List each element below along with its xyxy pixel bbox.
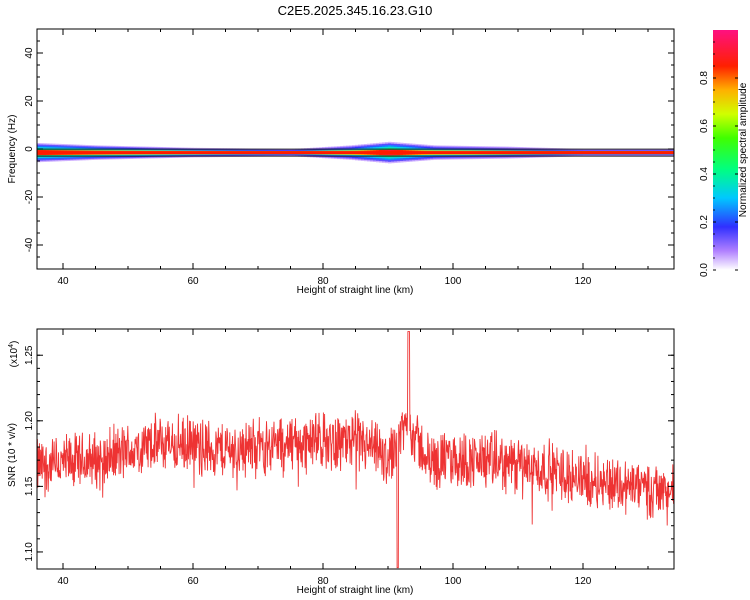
y-tick-label: 1.10	[24, 542, 35, 562]
spectrogram-panel: 40 60 80 100 120 40 20 0 -20 -40 Height of straig…	[7, 28, 675, 296]
band-core	[37, 151, 674, 155]
x-tick-label: 80	[317, 576, 329, 587]
x-tick-label: 60	[187, 276, 199, 287]
y-tick-label: 0	[24, 146, 35, 152]
x-tick-label: 100	[445, 276, 462, 287]
y-tick-label: -40	[24, 237, 35, 252]
spectrogram-xlabel: Height of straight line (km)	[297, 285, 414, 296]
colorbar-tick-label: 0.4	[699, 167, 710, 181]
x-tick-label: 120	[575, 276, 592, 287]
snr-ylabel: SNR (10 * v/v)	[7, 423, 18, 487]
colorbar-gradient	[713, 30, 738, 270]
snr-ticks: 40 60 80 100 120 1.25 1.20 1.15 1.10	[24, 329, 674, 587]
y-tick-label: 1.15	[24, 476, 35, 496]
x-tick-label: 40	[57, 276, 69, 287]
x-tick-label: 60	[187, 576, 199, 587]
spectrogram-ylabel: Frequency (Hz)	[7, 115, 18, 184]
y-tick-label: 1.20	[24, 411, 35, 431]
colorbar-label: Normalized spectral amplitude	[738, 82, 749, 217]
svg-text:(x104): (x104)	[8, 341, 20, 368]
spectrogram-frame	[36, 28, 675, 270]
y-tick-label: 40	[24, 47, 35, 59]
y-tick-label: 20	[24, 95, 35, 107]
x-tick-label: 80	[317, 276, 329, 287]
snr-panel: 40 60 80 100 120 1.25 1.20 1.15 1.10 Height of s…	[7, 328, 675, 596]
y-tick-label: -20	[24, 189, 35, 204]
y-tick-label: 1.25	[24, 345, 35, 365]
x-tick-label: 40	[57, 576, 69, 587]
spectrogram-ticks: 40 60 80 100 120 40 20 0 -20 -40	[24, 28, 674, 287]
snr-series-line	[37, 331, 674, 569]
colorbar-tick-label: 0.2	[699, 215, 710, 229]
colorbar-tick-label: 0.6	[699, 119, 710, 133]
snr-xlabel: Height of straight line (km)	[297, 585, 414, 596]
snr-frame	[36, 328, 675, 570]
spectral-band	[37, 141, 674, 164]
colorbar-tick-label: 0.8	[699, 71, 710, 85]
x-tick-label: 100	[445, 576, 462, 587]
snr-multiplier: (x104)	[8, 341, 20, 368]
colorbar-ticks: 0.0 0.2 0.4 0.6 0.8	[699, 41, 738, 277]
figure-title: C2E5.2025.345.16.23.G10	[278, 3, 433, 18]
colorbar-tick-label: 0.0	[699, 263, 710, 277]
colorbar: 0.0 0.2 0.4 0.6 0.8 Normalized spectral ampl…	[699, 30, 749, 277]
x-tick-label: 120	[575, 576, 592, 587]
